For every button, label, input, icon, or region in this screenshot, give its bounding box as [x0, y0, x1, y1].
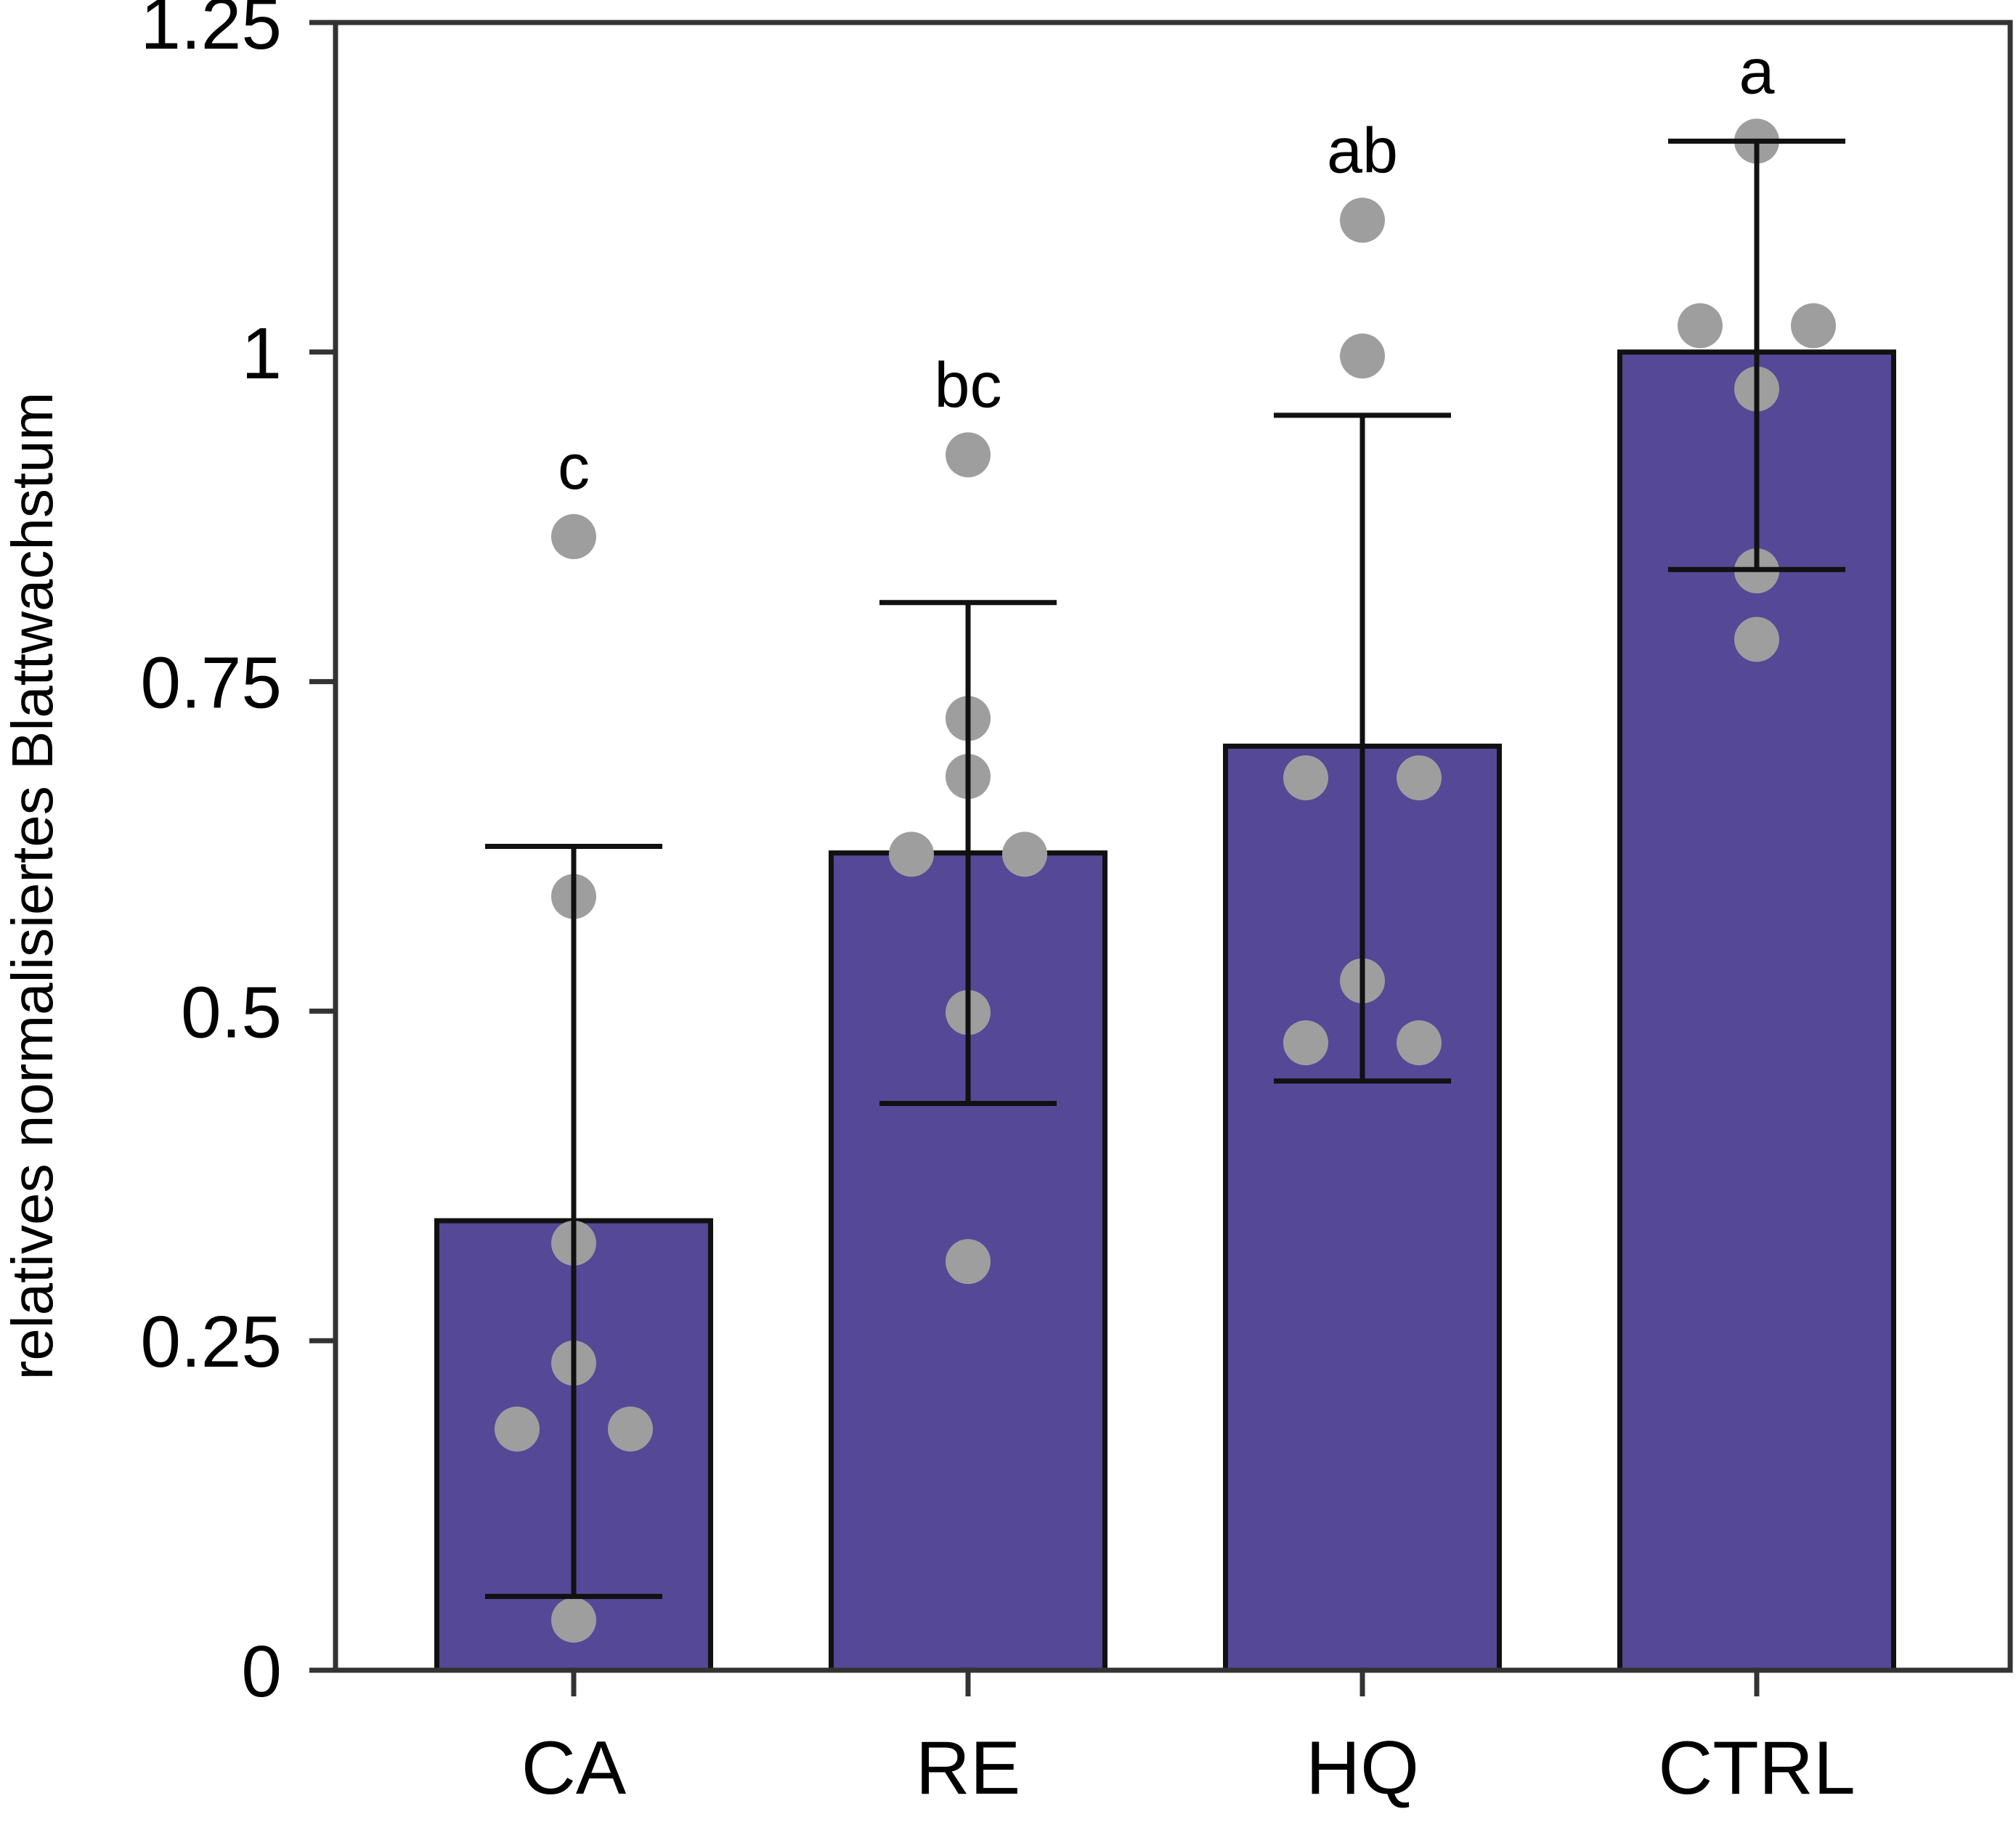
data-point-ca-7 — [551, 1598, 596, 1643]
y-tick-label-0.25: 0.25 — [140, 1301, 282, 1383]
data-point-re-1 — [946, 432, 991, 478]
x-tick-label-re: RE — [916, 1726, 1020, 1810]
data-point-re-4 — [889, 831, 934, 877]
y-tick-label-1.25: 1.25 — [140, 0, 282, 65]
y-axis-title: relatives normalisiertes Blattwachstum — [0, 392, 65, 1380]
y-tick-label-1: 1 — [241, 313, 282, 394]
plot-frame — [333, 20, 2013, 1673]
data-point-re-5 — [1002, 831, 1047, 877]
significance-letter-ctrl: a — [1739, 35, 1775, 107]
x-tick-label-ca: CA — [521, 1726, 627, 1810]
significance-letter-ca: c — [558, 431, 590, 503]
data-point-re-7 — [946, 1239, 991, 1285]
data-point-ctrl-6 — [1734, 617, 1779, 662]
significance-letters: c bc ab a — [558, 35, 1775, 503]
points-layer — [495, 118, 1836, 1643]
data-point-hq-4 — [1397, 755, 1442, 801]
data-point-ctrl-3 — [1791, 303, 1836, 349]
significance-letter-re: bc — [935, 349, 1002, 420]
y-tick-label-0.75: 0.75 — [140, 643, 282, 724]
bars-layer — [434, 349, 1896, 1673]
y-axis: 0 0.25 0.5 0.75 1 1.25 — [140, 0, 336, 1712]
data-point-hq-6 — [1283, 1020, 1328, 1065]
y-tick-label-0.5: 0.5 — [181, 972, 282, 1053]
y-tick-label-0: 0 — [241, 1631, 282, 1712]
data-point-ca-6 — [608, 1406, 653, 1452]
x-tick-label-hq: HQ — [1306, 1726, 1419, 1810]
data-point-hq-1 — [1340, 198, 1385, 243]
data-point-hq-7 — [1397, 1020, 1442, 1065]
data-point-hq-3 — [1283, 755, 1328, 801]
significance-letter-hq: ab — [1327, 114, 1398, 186]
data-point-hq-2 — [1340, 333, 1385, 379]
data-point-ca-1 — [551, 513, 596, 559]
data-point-ctrl-2 — [1678, 303, 1723, 349]
data-point-ca-5 — [495, 1406, 540, 1452]
error-bars-layer — [485, 138, 1845, 1599]
x-axis: CA RE HQ CTRL — [521, 1670, 1856, 1810]
x-tick-label-ctrl: CTRL — [1658, 1726, 1856, 1810]
